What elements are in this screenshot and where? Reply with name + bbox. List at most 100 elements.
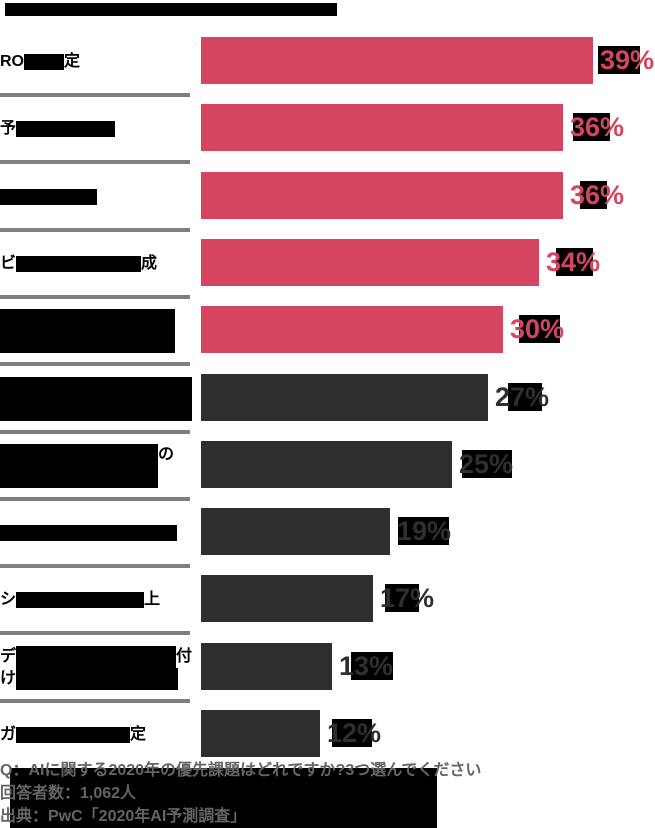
category-label-text: 成 — [141, 254, 158, 272]
row-separator — [0, 228, 190, 232]
value-label: 17% — [380, 584, 434, 614]
label-redaction-box — [0, 330, 175, 353]
footnote-respondents: 回答者数：1,062人 — [0, 785, 137, 802]
category-label-text: ビ — [0, 254, 17, 272]
row-separator — [0, 699, 190, 703]
chart-row: 30% — [0, 299, 655, 366]
value-bar — [201, 374, 488, 421]
value-label-redaction-box — [598, 46, 640, 74]
label-redaction-box — [0, 188, 97, 205]
category-label-text: 付 — [176, 647, 193, 665]
chart-row: 予 36% — [0, 97, 655, 164]
value-label-text: 34% — [546, 247, 601, 277]
value-label: 12% — [327, 719, 381, 749]
category-label-text: ガ — [0, 725, 17, 743]
value-bar — [201, 306, 503, 353]
row-separator — [0, 362, 190, 366]
value-bar — [201, 508, 390, 555]
label-redaction-box — [16, 120, 116, 137]
value-label-redaction-box — [508, 383, 542, 411]
value-label-text: 17% — [380, 583, 435, 613]
category-label — [0, 165, 198, 228]
value-label-redaction-box — [556, 248, 593, 276]
value-label-text: 12% — [327, 718, 382, 748]
value-label-text: 36% — [570, 112, 625, 142]
category-label: ガ定 — [0, 703, 198, 766]
category-label: デ 付け — [0, 636, 198, 699]
value-label-redaction-box — [519, 315, 560, 343]
value-label-text: 19% — [397, 516, 452, 546]
category-label — [0, 501, 198, 564]
value-bar — [201, 172, 563, 219]
label-redaction-box — [16, 645, 177, 668]
value-bar — [201, 37, 593, 84]
category-label-text: け — [0, 669, 17, 687]
label-redaction-box — [16, 255, 142, 272]
label-redaction-box — [0, 376, 192, 399]
value-label: 39% — [598, 45, 655, 76]
value-label-text: 13% — [339, 651, 394, 681]
category-label-text: 定 — [64, 52, 81, 70]
value-label-text: 39% — [600, 45, 655, 75]
category-label: 予 — [0, 97, 198, 160]
label-redaction-box — [16, 726, 131, 743]
label-redaction-box — [0, 398, 192, 421]
value-label-redaction-box — [580, 181, 607, 209]
label-redaction-box — [0, 308, 175, 331]
category-label: RO 定 — [0, 30, 198, 93]
category-label: シ上 — [0, 568, 198, 631]
value-label: 34% — [546, 248, 600, 278]
chart-row: RO 定 39% — [0, 30, 655, 97]
label-redaction-box — [24, 53, 64, 70]
category-label — [0, 299, 198, 362]
chart-row: の 25% — [0, 434, 655, 501]
chart-row: デ 付け 13% — [0, 636, 655, 703]
footnote-highlight-box — [10, 768, 437, 828]
label-redaction-box — [0, 524, 177, 541]
value-bar — [201, 239, 539, 286]
value-label-redaction-box — [385, 584, 419, 612]
category-label-text: 上 — [144, 590, 161, 608]
footnote-source: 出典：PwC「2020年AI予測調査」 — [0, 808, 247, 825]
value-label: 36% — [570, 181, 624, 211]
value-label: 36% — [570, 113, 624, 143]
category-label — [0, 367, 198, 430]
row-separator — [0, 564, 190, 568]
value-label-redaction-box — [573, 113, 610, 141]
value-label-text: 25% — [459, 449, 514, 479]
row-separator — [0, 160, 190, 164]
value-bar — [201, 104, 563, 151]
category-label: ビ成 — [0, 232, 198, 295]
chart-row: 27% — [0, 367, 655, 434]
value-bar — [201, 575, 373, 622]
value-label: 13% — [339, 652, 393, 682]
category-label-text: RO — [0, 52, 24, 70]
value-label: 25% — [459, 450, 513, 480]
value-label-text: 27% — [495, 382, 550, 412]
value-bar — [201, 441, 452, 488]
value-bar — [201, 643, 332, 690]
category-label-text: シ — [0, 590, 17, 608]
row-separator — [0, 631, 190, 635]
value-label: 27% — [495, 383, 549, 413]
chart-row: シ上 17% — [0, 568, 655, 635]
value-bar — [201, 710, 320, 757]
label-redaction-box — [16, 667, 179, 690]
category-label-text: デ — [0, 647, 17, 665]
chart-footnote: Q：AIに関する2020年の優先課題はどれですか?3つ選んでください 回答者数：… — [0, 759, 481, 828]
chart-row: ガ定 12% — [0, 703, 655, 766]
category-label-text: 予 — [0, 119, 17, 137]
row-separator — [0, 93, 190, 97]
value-label-redaction-box — [351, 652, 393, 680]
label-redaction-box — [0, 443, 158, 466]
chart-row: ビ成 34% — [0, 232, 655, 299]
label-redaction-box — [0, 465, 158, 488]
category-label: の — [0, 434, 198, 497]
value-label-redaction-box — [462, 450, 512, 478]
category-label-text: 定 — [130, 725, 147, 743]
row-separator — [0, 295, 190, 299]
value-label-text: 30% — [510, 314, 565, 344]
label-redaction-box — [16, 591, 145, 608]
category-label-text: の — [158, 445, 175, 463]
